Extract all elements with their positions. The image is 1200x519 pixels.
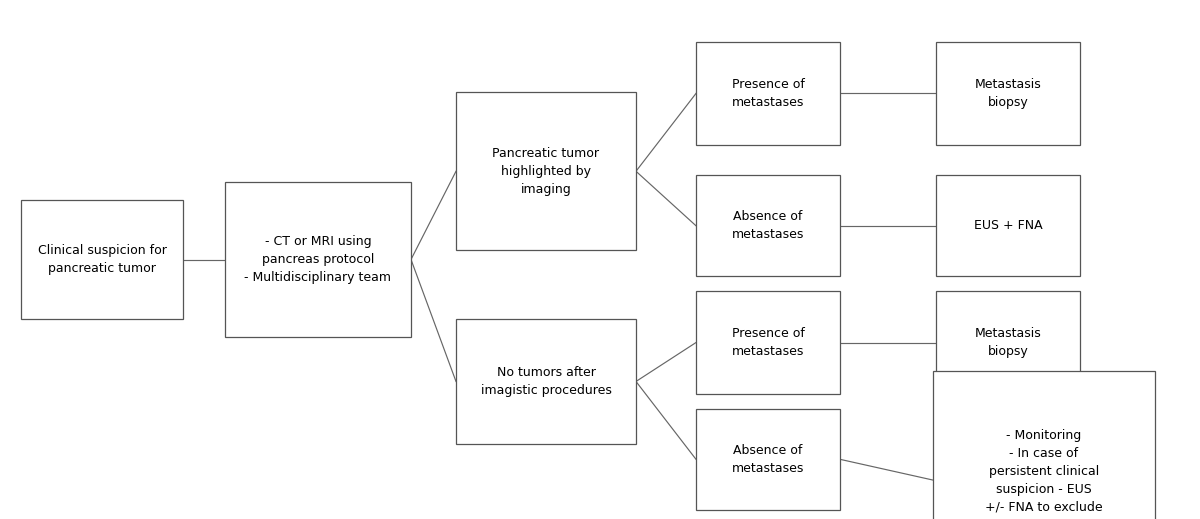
Text: - CT or MRI using
pancreas protocol
- Multidisciplinary team: - CT or MRI using pancreas protocol - Mu… — [245, 235, 391, 284]
Text: No tumors after
imagistic procedures: No tumors after imagistic procedures — [480, 366, 612, 397]
Bar — [226, 182, 410, 337]
Text: Metastasis
biopsy: Metastasis biopsy — [974, 327, 1042, 358]
Text: Clinical suspicion for
pancreatic tumor: Clinical suspicion for pancreatic tumor — [37, 244, 167, 275]
Bar — [696, 42, 840, 145]
Bar — [934, 371, 1154, 519]
Bar — [936, 175, 1080, 277]
Bar — [936, 42, 1080, 145]
Text: Presence of
metastases: Presence of metastases — [732, 327, 804, 358]
Bar — [456, 319, 636, 444]
Bar — [696, 291, 840, 394]
Text: Pancreatic tumor
highlighted by
imaging: Pancreatic tumor highlighted by imaging — [492, 147, 600, 196]
Bar — [936, 291, 1080, 394]
Bar — [22, 200, 182, 319]
Text: Absence of
metastases: Absence of metastases — [732, 210, 804, 241]
Bar — [456, 92, 636, 250]
Text: - Monitoring
- In case of
persistent clinical
suspicion - EUS
+/- FNA to exclude: - Monitoring - In case of persistent cli… — [985, 429, 1103, 519]
Text: EUS + FNA: EUS + FNA — [973, 219, 1043, 233]
Text: Presence of
metastases: Presence of metastases — [732, 78, 804, 109]
Text: Absence of
metastases: Absence of metastases — [732, 444, 804, 475]
Text: Metastasis
biopsy: Metastasis biopsy — [974, 78, 1042, 109]
Bar — [696, 409, 840, 510]
Bar — [696, 175, 840, 277]
